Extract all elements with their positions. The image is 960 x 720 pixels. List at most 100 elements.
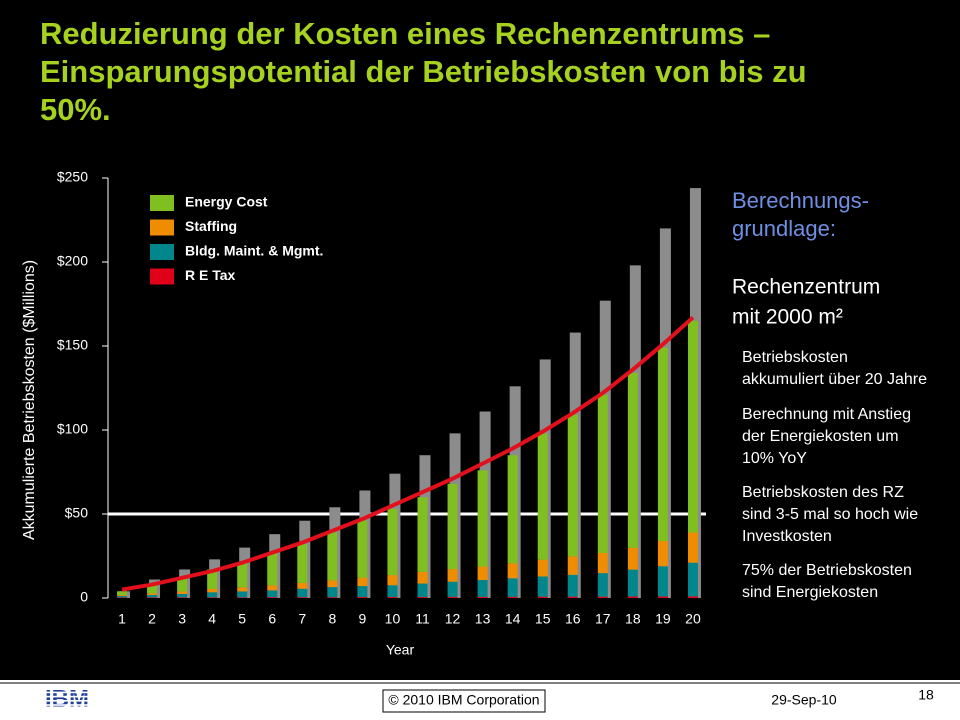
notes-text: 10% YoY (742, 450, 807, 467)
footer (0, 680, 960, 720)
bar-segment (567, 596, 578, 598)
notes-text: sind 3-5 mal so hoch wie (742, 506, 918, 523)
notes-text: 75% der Betriebskosten (742, 562, 912, 579)
bar-segment (387, 596, 398, 598)
logo-stripe (40, 691, 95, 694)
bar-segment (297, 597, 308, 598)
trend-line (121, 315, 695, 592)
bar-segment (627, 547, 638, 570)
x-axis-label: Year (386, 642, 415, 658)
bar-segment (657, 596, 668, 598)
page-number: 18 (918, 687, 934, 703)
logo: IBM (45, 685, 89, 712)
bar-segment (177, 597, 188, 598)
x-tick-label: 4 (208, 611, 216, 627)
notes-subheading: Rechenzentrum (732, 276, 880, 299)
notes-text: akkumuliert über 20 Jahre (742, 371, 927, 388)
bar-segment (627, 596, 638, 598)
bar-segment (417, 583, 428, 597)
bar-segment (147, 584, 158, 594)
bar-segment (357, 596, 368, 598)
bar-segment (477, 470, 488, 567)
bar-segment (477, 566, 488, 581)
x-tick-label: 19 (655, 611, 671, 627)
bar-segment (237, 597, 248, 598)
notes-text: sind Energiekosten (742, 584, 878, 601)
bar-segment (177, 593, 188, 598)
notes-heading: grundlage: (732, 216, 836, 241)
y-tick-label: $150 (57, 337, 88, 353)
bar-segment (657, 541, 668, 567)
bar-segment (687, 532, 698, 563)
logo-stripe (40, 704, 95, 706)
bar-segment (567, 414, 578, 557)
bar-segment (177, 577, 188, 592)
bar-segment (567, 574, 578, 597)
notes-subheading: mit 2000 m² (732, 306, 843, 329)
bar-segment (477, 580, 488, 597)
x-tick-label: 7 (298, 611, 306, 627)
x-tick-label: 12 (445, 611, 461, 627)
bar-segment (327, 580, 338, 588)
notes-text: Betriebskosten (742, 349, 848, 366)
bar-segment (267, 590, 278, 598)
bar-segment (537, 433, 548, 560)
x-tick-label: 14 (505, 611, 521, 627)
x-tick-label: 6 (268, 611, 276, 627)
notes-text: Betriebskosten des RZ (742, 484, 904, 501)
bar-segment (117, 595, 127, 598)
bar-segment (207, 588, 218, 593)
x-tick-label: 2 (148, 611, 156, 627)
notes-text: Investkosten (742, 528, 832, 545)
bar-segment (627, 372, 638, 548)
bar-segment (657, 566, 668, 597)
copyright-box (382, 689, 546, 713)
bar-segment (447, 596, 458, 598)
bar-segment (597, 596, 608, 598)
x-tick-label: 20 (685, 611, 701, 627)
legend-swatch (150, 268, 174, 285)
bar-segment (507, 578, 518, 597)
x-tick-label: 11 (415, 611, 430, 627)
bar-segment (627, 569, 638, 597)
bar-segment (507, 455, 518, 564)
bar-segment (147, 597, 158, 598)
legend-swatch (150, 244, 174, 260)
x-tick-label: 1 (118, 611, 126, 627)
bar-segment (597, 394, 608, 553)
x-tick-label: 15 (535, 611, 551, 627)
slide-title: Reduzierung der Kosten eines Rechenzentr… (40, 16, 770, 51)
copyright: © 2010 IBM Corporation (388, 692, 539, 708)
x-tick-label: 16 (565, 611, 581, 627)
bar-segment (237, 591, 248, 598)
bar-segment (447, 569, 458, 582)
bar-segment (537, 576, 548, 597)
bar-segment (297, 588, 308, 598)
bar-segment (327, 597, 338, 598)
bar-segment (267, 585, 278, 591)
bar-segment (417, 497, 428, 572)
bar-segment (387, 508, 398, 576)
bar-segment (207, 569, 218, 589)
bar-segment (687, 562, 698, 597)
legend-label: R E Tax (185, 267, 236, 283)
slide-title: Einsparungspotential der Betriebskosten … (40, 54, 807, 89)
bar-segment (207, 592, 218, 598)
bar-segment (117, 591, 127, 595)
legend-swatch (150, 219, 174, 236)
bar-segment (267, 552, 278, 586)
bar-segment (237, 587, 248, 592)
bar-segment (657, 347, 668, 542)
notes-heading: Berechnungs- (732, 188, 869, 213)
bar-segment (177, 591, 188, 594)
bar-segment (117, 594, 127, 596)
x-tick-label: 13 (475, 611, 491, 627)
bar-segment (357, 520, 368, 578)
bar-segment (357, 577, 368, 587)
bar-segment (507, 563, 518, 579)
x-tick-label: 3 (178, 611, 186, 627)
x-tick-label: 5 (238, 611, 246, 627)
x-tick-label: 10 (385, 611, 401, 627)
y-tick-label: $100 (57, 421, 88, 437)
